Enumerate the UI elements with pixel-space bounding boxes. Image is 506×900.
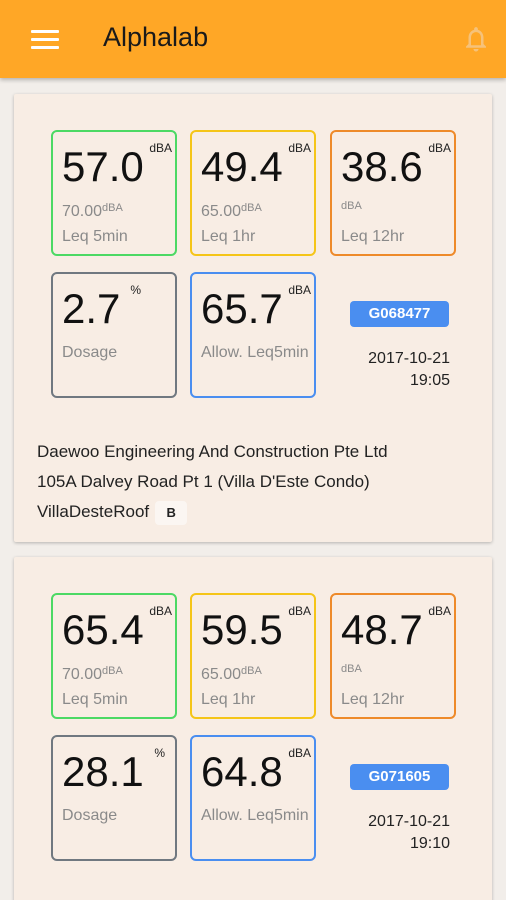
leq-1hr-value: 59.5	[201, 606, 283, 653]
allowable-leq-unit: dBA	[288, 283, 311, 297]
site-address: 105A Dalvey Road Pt 1 (Villa D'Este Cond…	[37, 472, 370, 491]
leq-12hr-tile: 48.7 dBA dBA Leq 12hr	[330, 593, 456, 719]
timestamp: 2017-10-21 19:05	[330, 348, 450, 392]
timestamp-date: 2017-10-21	[368, 350, 450, 367]
leq-12hr-value: 48.7	[341, 606, 423, 653]
leq-1hr-tile: 59.5 dBA 65.00dBA Leq 1hr	[190, 593, 316, 719]
dosage-value: 2.7	[62, 285, 121, 332]
allowable-leq-unit: dBA	[288, 746, 311, 760]
allowable-leq-label: Allow. Leq5min	[201, 807, 309, 824]
dosage-tile: 2.7 % Dosage	[51, 272, 177, 398]
leq-5min-unit: dBA	[149, 604, 172, 618]
allowable-leq-label: Allow. Leq5min	[201, 344, 309, 361]
timestamp-time: 19:05	[409, 372, 450, 389]
leq-1hr-label: Leq 1hr	[201, 228, 256, 245]
leq-12hr-sub-unit: dBA	[341, 200, 362, 212]
allowable-leq-tile: 64.8 dBA Allow. Leq5min	[190, 735, 316, 861]
timestamp-time: 19:10	[409, 835, 450, 852]
leq-5min-label: Leq 5min	[62, 691, 128, 708]
timestamp-date: 2017-10-21	[368, 813, 450, 830]
station-card[interactable]: 57.0 dBA 70.00dBA Leq 5min 49.4 dBA 65.0…	[14, 94, 492, 542]
leq-1hr-limit: 65.00dBA	[201, 665, 262, 683]
dosage-unit: %	[130, 283, 141, 297]
grade-badge: B	[155, 500, 188, 525]
leq-1hr-limit: 65.00dBA	[201, 202, 262, 220]
allowable-leq-value: 64.8	[201, 748, 283, 795]
dosage-value: 28.1	[62, 748, 144, 795]
leq-1hr-tile: 49.4 dBA 65.00dBA Leq 1hr	[190, 130, 316, 256]
leq-5min-value: 65.4	[62, 606, 144, 653]
leq-5min-value: 57.0	[62, 143, 144, 190]
site-info: Daewoo Engineering And Construction Pte …	[37, 437, 388, 527]
dosage-label: Dosage	[62, 807, 118, 824]
station-card[interactable]: 65.4 dBA 70.00dBA Leq 5min 59.5 dBA 65.0…	[14, 557, 492, 900]
leq-5min-label: Leq 5min	[62, 228, 128, 245]
leq-1hr-unit: dBA	[288, 141, 311, 155]
leq-5min-tile: 57.0 dBA 70.00dBA Leq 5min	[51, 130, 177, 256]
leq-1hr-unit: dBA	[288, 604, 311, 618]
company-name: Daewoo Engineering And Construction Pte …	[37, 442, 388, 461]
leq-1hr-label: Leq 1hr	[201, 691, 256, 708]
leq-5min-limit: 70.00dBA	[62, 202, 123, 220]
leq-12hr-value: 38.6	[341, 143, 423, 190]
leq-12hr-label: Leq 12hr	[341, 228, 405, 245]
bell-icon[interactable]	[461, 24, 491, 54]
leq-5min-tile: 65.4 dBA 70.00dBA Leq 5min	[51, 593, 177, 719]
leq-12hr-unit: dBA	[428, 604, 451, 618]
dosage-tile: 28.1 % Dosage	[51, 735, 177, 861]
leq-12hr-label: Leq 12hr	[341, 691, 405, 708]
app-title: Alphalab	[103, 22, 209, 52]
leq-5min-unit: dBA	[149, 141, 172, 155]
timestamp: 2017-10-21 19:10	[330, 811, 450, 855]
device-id-badge[interactable]: G068477	[350, 301, 449, 327]
location-name: VillaDesteRoof	[37, 502, 150, 521]
leq-1hr-value: 49.4	[201, 143, 283, 190]
allowable-leq-value: 65.7	[201, 285, 283, 332]
device-id-badge[interactable]: G071605	[350, 764, 449, 790]
leq-5min-limit: 70.00dBA	[62, 665, 123, 683]
leq-12hr-sub-unit: dBA	[341, 663, 362, 675]
dosage-label: Dosage	[62, 344, 118, 361]
location-row: VillaDesteRoof B	[37, 497, 388, 527]
leq-12hr-tile: 38.6 dBA dBA Leq 12hr	[330, 130, 456, 256]
hamburger-menu-icon[interactable]	[31, 28, 59, 50]
leq-12hr-unit: dBA	[428, 141, 451, 155]
dosage-unit: %	[154, 746, 165, 760]
app-bar: Alphalab	[0, 0, 506, 78]
allowable-leq-tile: 65.7 dBA Allow. Leq5min	[190, 272, 316, 398]
